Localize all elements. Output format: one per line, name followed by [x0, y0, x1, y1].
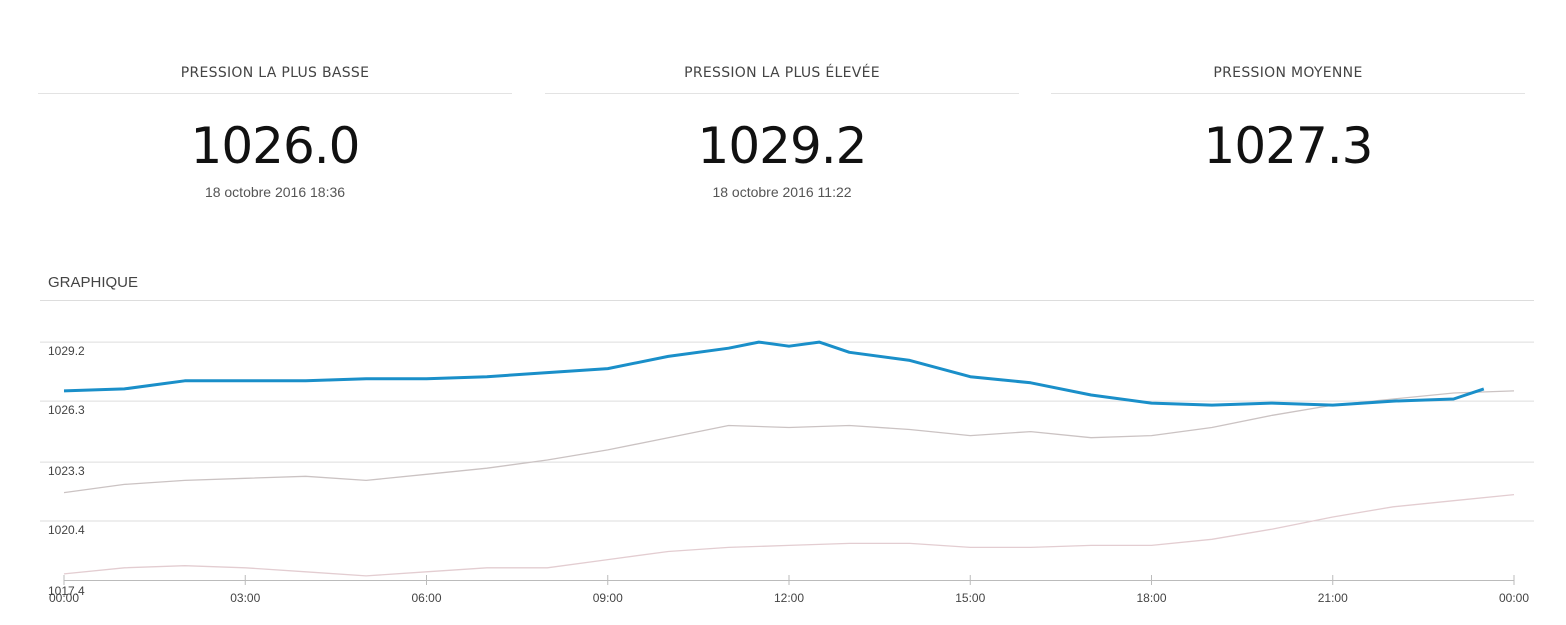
stat-value: 1027.3 — [1203, 117, 1374, 175]
stat-value: 1026.0 — [190, 117, 361, 175]
stat-label: PRESSION LA PLUS BASSE — [38, 60, 512, 94]
y-tick-label: 1017.4 — [48, 584, 85, 598]
x-tick-label: 06:00 — [411, 591, 441, 605]
y-tick-label: 1023.3 — [48, 464, 85, 478]
x-tick-label: 15:00 — [955, 591, 985, 605]
series-line — [63, 390, 1515, 494]
x-tick-label: 00:00 — [1499, 591, 1529, 605]
stat-date: 18 octobre 2016 11:22 — [712, 184, 852, 200]
x-tick-label: 18:00 — [1136, 591, 1166, 605]
series-line — [63, 493, 1515, 577]
y-tick-label: 1026.3 — [48, 403, 85, 417]
chart-title: GRAPHIQUE — [48, 274, 138, 291]
x-tick-label: 21:00 — [1318, 591, 1348, 605]
stat-date: 18 octobre 2016 18:36 — [204, 184, 346, 200]
y-tick-label: 1020.4 — [48, 523, 85, 537]
x-tick-label: 09:00 — [593, 591, 623, 605]
x-tick-label: 00:00 — [49, 591, 79, 605]
stat-value: 1029.2 — [697, 117, 868, 175]
stat-card: PRESSION LA PLUS ÉLEVÉE 1029.2 18 octobr… — [545, 60, 1019, 200]
stat-card: PRESSION LA PLUS BASSE 1026.0 18 octobre… — [38, 60, 512, 200]
series-line — [63, 340, 1485, 407]
stat-label: PRESSION LA PLUS ÉLEVÉE — [545, 60, 1019, 94]
stat-label: PRESSION MOYENNE — [1051, 60, 1525, 94]
stat-card: PRESSION MOYENNE 1027.3 — [1051, 60, 1525, 176]
y-tick-label: 1029.2 — [48, 344, 85, 358]
x-tick-label: 03:00 — [230, 591, 260, 605]
x-tick-label: 12:00 — [774, 591, 804, 605]
